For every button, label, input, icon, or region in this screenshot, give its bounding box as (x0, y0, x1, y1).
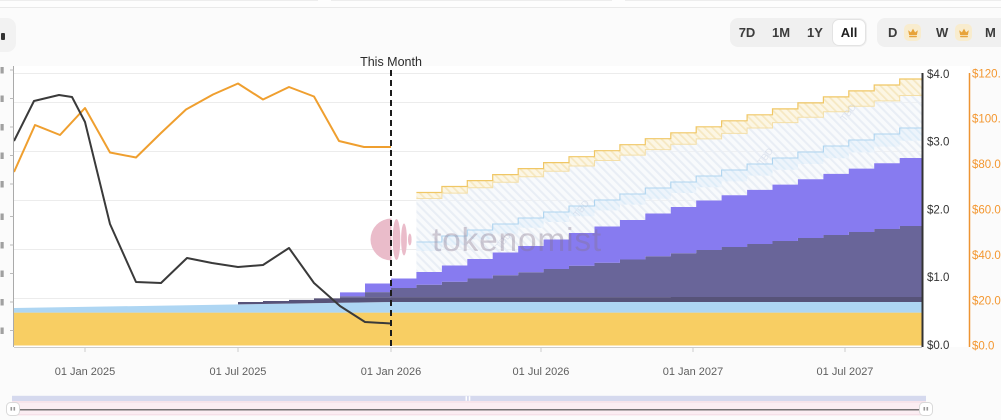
svg-text:This Month: This Month (360, 55, 422, 69)
svg-text:01 Jul 2027: 01 Jul 2027 (817, 366, 874, 378)
svg-text:$80.0K: $80.0K (972, 159, 1001, 171)
svg-text:$20.0K: $20.0K (972, 295, 1001, 307)
svg-text:$4.0: $4.0 (927, 69, 949, 81)
svg-text:$1.0: $1.0 (927, 272, 949, 284)
svg-text:$2.0: $2.0 (927, 205, 949, 217)
svg-text:01 Jan 2025: 01 Jan 2025 (55, 366, 116, 378)
svg-text:$120.0K: $120.0K (972, 68, 1001, 80)
svg-text:01 Jan 2026: 01 Jan 2026 (361, 366, 422, 378)
svg-text:01 Jul 2025: 01 Jul 2025 (210, 366, 267, 378)
svg-text:01 Jan 2027: 01 Jan 2027 (663, 366, 724, 378)
svg-text:$40.0K: $40.0K (972, 250, 1001, 262)
svg-text:$100.0K: $100.0K (972, 114, 1001, 126)
svg-text:tokenomist: tokenomist (432, 222, 602, 259)
svg-text:$60.0K: $60.0K (972, 205, 1001, 217)
svg-text:01 Jul 2026: 01 Jul 2026 (513, 366, 570, 378)
svg-text:$3.0: $3.0 (927, 137, 949, 149)
svg-text:$0.0: $0.0 (927, 340, 949, 352)
svg-text:$0.0: $0.0 (972, 341, 994, 353)
